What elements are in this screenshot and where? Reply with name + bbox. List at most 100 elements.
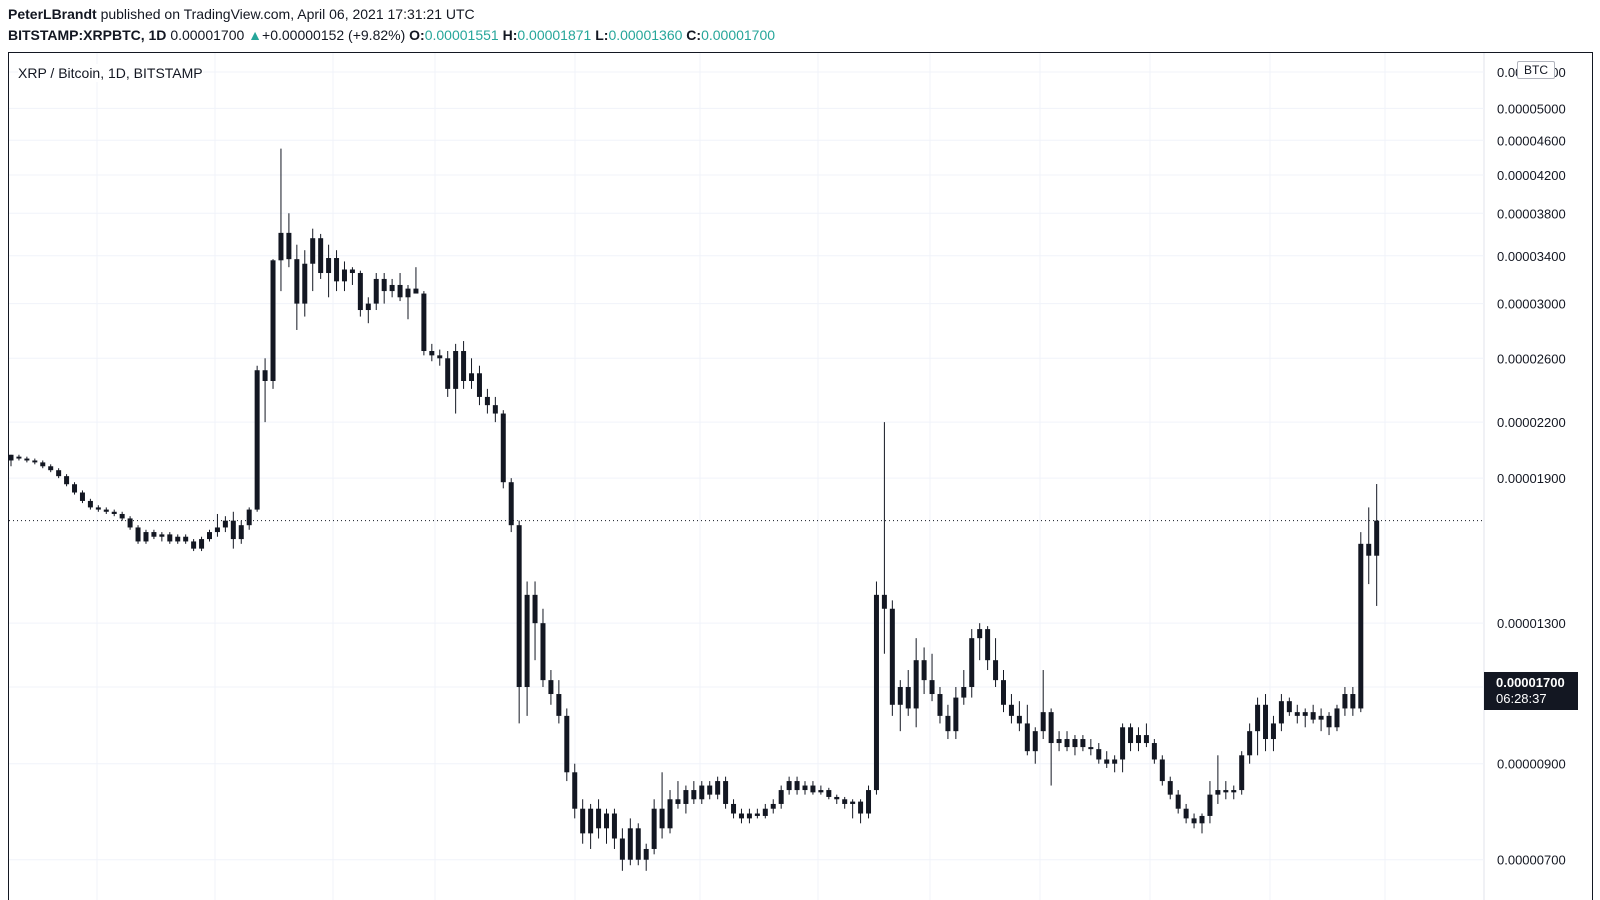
candle[interactable] xyxy=(191,539,197,552)
candle[interactable] xyxy=(651,799,657,855)
candle[interactable] xyxy=(961,670,967,705)
candle[interactable] xyxy=(135,525,141,544)
candle[interactable] xyxy=(659,772,665,839)
candle[interactable] xyxy=(357,270,363,317)
candle[interactable] xyxy=(985,626,991,671)
candle[interactable] xyxy=(151,529,157,540)
candle[interactable] xyxy=(1112,755,1118,773)
candle[interactable] xyxy=(588,803,594,849)
candle[interactable] xyxy=(1342,687,1348,716)
candle[interactable] xyxy=(286,213,292,268)
candle[interactable] xyxy=(119,511,125,521)
candle[interactable] xyxy=(707,781,713,800)
candle[interactable] xyxy=(834,794,840,804)
candle[interactable] xyxy=(1366,507,1372,585)
candle[interactable] xyxy=(810,781,816,795)
candle[interactable] xyxy=(627,818,633,866)
candle[interactable] xyxy=(1048,708,1054,786)
candle[interactable] xyxy=(786,776,792,795)
candle[interactable] xyxy=(1008,694,1014,724)
candle[interactable] xyxy=(881,422,887,654)
candle[interactable] xyxy=(1135,727,1141,752)
candle[interactable] xyxy=(167,532,173,544)
candle[interactable] xyxy=(850,799,856,819)
candle[interactable] xyxy=(778,785,784,809)
candle[interactable] xyxy=(453,343,459,414)
candle[interactable] xyxy=(79,490,85,504)
candle[interactable] xyxy=(389,278,395,298)
candle[interactable] xyxy=(318,233,324,279)
candle[interactable] xyxy=(310,228,316,292)
candle[interactable] xyxy=(1088,739,1094,756)
candle[interactable] xyxy=(580,799,586,844)
candle[interactable] xyxy=(762,803,768,819)
candle[interactable] xyxy=(683,785,689,814)
candle[interactable] xyxy=(302,250,308,317)
candle[interactable] xyxy=(95,505,101,512)
candle[interactable] xyxy=(953,687,959,740)
candle[interactable] xyxy=(643,843,649,871)
candle[interactable] xyxy=(230,511,236,549)
candle[interactable] xyxy=(214,513,220,537)
candle[interactable] xyxy=(8,454,14,467)
candle[interactable] xyxy=(1294,704,1300,724)
candle[interactable] xyxy=(326,244,332,298)
candle[interactable] xyxy=(246,507,252,530)
candle[interactable] xyxy=(262,358,268,423)
candle[interactable] xyxy=(1231,785,1237,800)
candle[interactable] xyxy=(334,250,340,292)
candle[interactable] xyxy=(183,534,189,544)
candle[interactable] xyxy=(476,365,482,406)
candle[interactable] xyxy=(1167,776,1173,800)
candle[interactable] xyxy=(1104,751,1110,768)
candle[interactable] xyxy=(913,638,919,728)
candle[interactable] xyxy=(1350,687,1356,716)
candle[interactable] xyxy=(500,410,506,489)
candle[interactable] xyxy=(238,520,244,544)
candle[interactable] xyxy=(445,351,451,397)
candle[interactable] xyxy=(1270,715,1276,752)
candle[interactable] xyxy=(508,478,514,533)
candle[interactable] xyxy=(873,581,879,795)
candle[interactable] xyxy=(24,456,30,463)
candle[interactable] xyxy=(222,516,228,533)
candle[interactable] xyxy=(548,670,554,705)
candle[interactable] xyxy=(381,273,387,304)
candle[interactable] xyxy=(1255,697,1261,756)
candle[interactable] xyxy=(524,581,530,716)
candle[interactable] xyxy=(1143,723,1149,748)
candle[interactable] xyxy=(993,638,999,688)
candle[interactable] xyxy=(48,464,54,473)
candle[interactable] xyxy=(270,259,276,389)
candle[interactable] xyxy=(349,267,355,285)
candle[interactable] xyxy=(1302,708,1308,728)
candle[interactable] xyxy=(929,653,935,702)
candle[interactable] xyxy=(421,291,427,356)
candle[interactable] xyxy=(127,516,133,530)
candle[interactable] xyxy=(818,785,824,795)
candle[interactable] xyxy=(1239,751,1245,795)
candle[interactable] xyxy=(532,581,538,661)
candle[interactable] xyxy=(1191,813,1197,829)
candle[interactable] xyxy=(429,343,435,362)
candle[interactable] xyxy=(1175,790,1181,814)
candle[interactable] xyxy=(1151,739,1157,764)
candle[interactable] xyxy=(754,808,760,819)
candle[interactable] xyxy=(556,680,562,724)
candle[interactable] xyxy=(1001,670,1006,713)
candle[interactable] xyxy=(802,781,808,795)
candle[interactable] xyxy=(1278,694,1284,732)
candle[interactable] xyxy=(1286,697,1292,716)
candle[interactable] xyxy=(492,396,498,423)
candle[interactable] xyxy=(1207,781,1213,824)
candle[interactable] xyxy=(484,388,490,414)
candle[interactable] xyxy=(889,600,895,716)
candle[interactable] xyxy=(278,148,284,292)
candle[interactable] xyxy=(1215,755,1221,804)
candle[interactable] xyxy=(858,799,864,824)
candle[interactable] xyxy=(675,781,681,809)
candle[interactable] xyxy=(794,776,800,795)
candle[interactable] xyxy=(111,509,117,517)
candle[interactable] xyxy=(866,785,872,819)
